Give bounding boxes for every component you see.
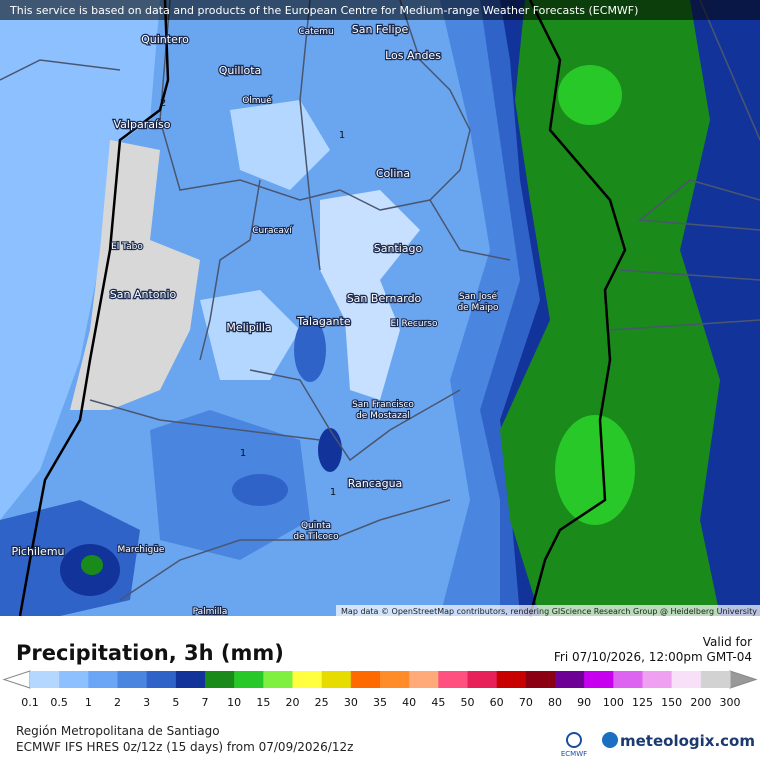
valid-label: Valid for xyxy=(703,635,752,649)
color-box xyxy=(525,671,556,688)
scale-label: 300 xyxy=(720,696,741,709)
place: Palmilla xyxy=(193,607,228,617)
place: de Mostazal xyxy=(356,411,410,421)
scale-label: 40 xyxy=(402,696,416,709)
contour-label: 1 xyxy=(339,130,345,141)
scale-label: 15 xyxy=(256,696,270,709)
color-box xyxy=(409,671,439,688)
place: Pichilemu xyxy=(11,545,64,558)
scale-label: 7 xyxy=(202,696,209,709)
place: San Antonio xyxy=(110,288,177,301)
scale-label: 0.1 xyxy=(21,696,39,709)
color-box xyxy=(88,671,118,688)
attribution: Map data © OpenStreetMap contributors, r… xyxy=(341,607,757,616)
color-box xyxy=(205,671,235,688)
scale-label: 45 xyxy=(431,696,445,709)
color-box xyxy=(555,671,585,688)
place: Talagante xyxy=(296,315,350,328)
color-scale: 0.1 0.5 1 2 3 5 7 10 15 20 25 30 35 40 45 50 60 70 80 90 100… xyxy=(2,670,758,709)
place: Catemu xyxy=(298,27,333,37)
place: Quintero xyxy=(141,33,189,46)
place: Valparaíso xyxy=(114,118,171,131)
legend-title: Precipitation, 3h (mm) xyxy=(16,641,284,665)
place: El Recurso xyxy=(391,319,438,329)
place: de Maipo xyxy=(457,303,499,313)
color-box xyxy=(30,671,60,688)
place: Los Andes xyxy=(385,49,441,62)
color-box xyxy=(263,671,293,688)
contour-label: 1 xyxy=(330,487,336,498)
brand: meteologix.com xyxy=(620,732,755,750)
contour-label: 1 xyxy=(240,448,246,459)
scale-label: 25 xyxy=(315,696,329,709)
color-box xyxy=(117,671,148,688)
high-arrow xyxy=(729,670,758,689)
scale-label: 0.5 xyxy=(50,696,68,709)
color-box xyxy=(321,671,352,688)
scale-label: 35 xyxy=(373,696,387,709)
low-arrow xyxy=(2,670,31,689)
scale-label: 90 xyxy=(577,696,591,709)
notice: This service is based on data and produc… xyxy=(9,4,638,17)
scale-label: 3 xyxy=(143,696,150,709)
color-box xyxy=(467,671,498,688)
place: Colina xyxy=(376,167,410,180)
scale-label: 10 xyxy=(227,696,241,709)
scale-label: 30 xyxy=(344,696,358,709)
valid-time: Fri 07/10/2026, 12:00pm GMT-04 xyxy=(554,650,752,664)
contour-label: 2 xyxy=(160,98,166,109)
scale-label: 50 xyxy=(461,696,475,709)
place: Olmué xyxy=(242,95,272,106)
place: Santiago xyxy=(374,242,423,255)
place: San José xyxy=(459,291,498,302)
region: Región Metropolitana de Santiago xyxy=(16,724,220,738)
scale-label: 60 xyxy=(490,696,504,709)
place: Quinta xyxy=(301,521,331,531)
color-box xyxy=(438,671,468,688)
place: Marchigüe xyxy=(118,545,165,555)
scale-label: 100 xyxy=(603,696,624,709)
color-box xyxy=(146,671,177,688)
color-box xyxy=(175,671,206,688)
place: de Tilcoco xyxy=(293,532,339,542)
color-box xyxy=(350,671,381,688)
color-box xyxy=(642,671,673,688)
scale-label: 150 xyxy=(661,696,682,709)
place: Curacaví xyxy=(252,226,292,236)
color-box xyxy=(380,671,410,688)
scale-label: 2 xyxy=(114,696,121,709)
scale-label: 80 xyxy=(548,696,562,709)
scale-label: 20 xyxy=(286,696,300,709)
color-box xyxy=(671,671,702,688)
scale-label: 125 xyxy=(632,696,653,709)
place: Melipilla xyxy=(226,321,271,334)
color-box xyxy=(292,671,323,688)
color-box xyxy=(700,671,731,688)
place: Rancagua xyxy=(348,477,403,490)
place: El Tabo xyxy=(111,242,143,252)
map xyxy=(0,0,760,617)
ecmwf-logo: ECMWF xyxy=(561,750,587,758)
place-labels: Quintero Catemu San Felipe Quillota Los … xyxy=(10,22,500,618)
color-box xyxy=(584,671,614,688)
place: Quillota xyxy=(219,64,262,77)
scale-label: 1 xyxy=(85,696,92,709)
color-box xyxy=(496,671,527,688)
scale-label: 70 xyxy=(519,696,533,709)
place: San Francisco xyxy=(352,400,414,410)
model-info: ECMWF IFS HRES 0z/12z (15 days) from 07/… xyxy=(16,740,353,754)
color-box xyxy=(613,671,643,688)
color-box xyxy=(234,671,264,688)
scale-label: 200 xyxy=(690,696,711,709)
color-box xyxy=(59,671,89,688)
place: San Bernardo xyxy=(347,292,422,305)
scale-label: 5 xyxy=(172,696,179,709)
place: San Felipe xyxy=(352,23,409,36)
